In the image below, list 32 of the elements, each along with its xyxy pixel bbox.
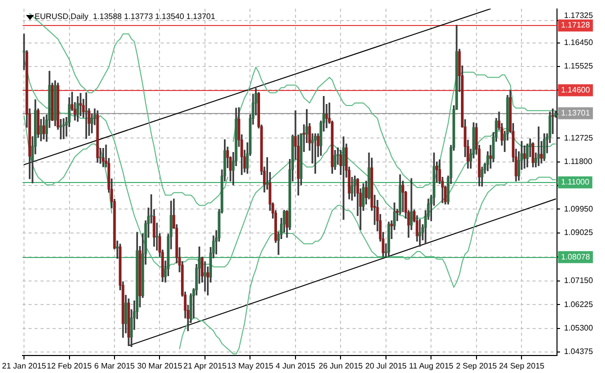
y-tick-label: 1.05300 xyxy=(564,323,594,332)
x-tick-label: 4 Jun 2015 xyxy=(276,361,316,370)
y-tick-label: 1.07150 xyxy=(564,276,594,286)
y-tick-label: 1.16450 xyxy=(564,38,594,48)
x-tick-label: 20 Jul 2015 xyxy=(365,361,408,370)
ref-line-label: 1.17128 xyxy=(561,20,590,30)
x-tick-label: 12 Feb 2015 xyxy=(46,361,92,370)
y-tick-label: 1.06225 xyxy=(564,300,594,309)
x-tick-label: 21 Apr 2015 xyxy=(183,361,228,370)
candlestick xyxy=(523,145,526,169)
x-tick-label: 6 Mar 2015 xyxy=(94,361,136,370)
ref-line-label: 1.14600 xyxy=(561,85,590,94)
y-tick-label: 1.15525 xyxy=(564,62,594,71)
y-tick-label: 1.11800 xyxy=(564,157,593,166)
y-tick-label: 1.04375 xyxy=(564,347,594,356)
ref-line-label: 1.08078 xyxy=(561,252,590,262)
chart-title: EURUSD,Daily 1.13588 1.13773 1.13540 1.13701 xyxy=(34,12,216,22)
y-tick-label: 1.09025 xyxy=(564,228,594,238)
candlestick xyxy=(204,261,206,292)
y-tick-label: 1.17325 xyxy=(564,10,594,20)
x-tick-label: 13 May 2015 xyxy=(227,361,274,370)
x-tick-label: 21 Jan 2015 xyxy=(2,361,47,370)
x-tick-label: 11 Aug 2015 xyxy=(409,361,454,370)
candlestick xyxy=(342,136,345,220)
x-tick-label: 26 Jun 2015 xyxy=(318,361,364,370)
ref-line-label: 1.13701 xyxy=(561,108,590,118)
x-tick-label: 24 Sep 2015 xyxy=(498,361,545,370)
y-tick-label: 1.09950 xyxy=(564,204,594,214)
y-tick-label: 1.12725 xyxy=(564,133,594,142)
ref-line-label: 1.11000 xyxy=(561,178,590,187)
x-tick-label: 30 Mar 2015 xyxy=(137,361,183,370)
x-tick-label: 2 Sep 2015 xyxy=(456,361,498,370)
